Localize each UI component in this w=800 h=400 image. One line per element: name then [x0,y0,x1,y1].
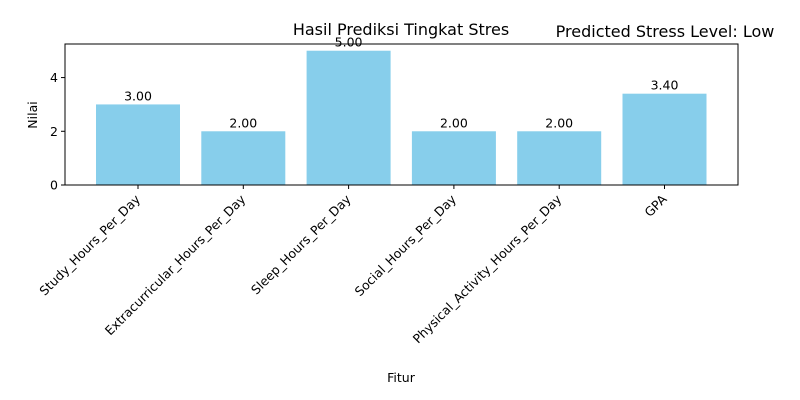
bar-social-hours-per-day [411,131,496,185]
x-tick-label: GPA [641,191,670,220]
plot-area-frame [64,43,739,186]
y-tick-label: 2 [50,124,58,139]
y-tick-label: 0 [50,178,58,193]
bar-value-label: 2.00 [229,115,257,130]
y-axis: 0 2 4 [50,70,65,193]
bar-extracurricular-hours-per-day [201,131,286,185]
bar-physical-activity-hours-per-day [517,131,602,185]
x-tick-label: Social_Hours_Per_Day [352,191,460,299]
bar-value-label: 3.00 [124,88,152,103]
bar-value-label: 3.40 [651,78,679,93]
x-tick-label: Study_Hours_Per_Day [36,191,143,298]
y-tick-label: 4 [50,70,58,85]
bar-value-label: 2.00 [440,115,468,130]
bar-sleep-hours-per-day [306,50,391,185]
bar-gpa [622,93,707,185]
x-axis: Study_Hours_Per_DayExtracurricular_Hours… [36,185,670,346]
bar-value-label: 5.00 [335,35,363,50]
chart-title: Hasil Prediksi Tingkat Stres [293,20,509,39]
data-labels-group: 3.00 2.00 5.00 2.00 2.00 3.40 [124,35,678,131]
predicted-stress-annotation: Predicted Stress Level: Low [556,22,775,41]
bars-group [96,50,707,185]
bar-value-label: 2.00 [545,115,573,130]
bar-study-hours-per-day [96,104,180,185]
x-tick-label: Sleep_Hours_Per_Day [248,191,354,297]
y-axis-label: Nilai [25,101,40,128]
x-axis-label: Fitur [387,370,416,385]
